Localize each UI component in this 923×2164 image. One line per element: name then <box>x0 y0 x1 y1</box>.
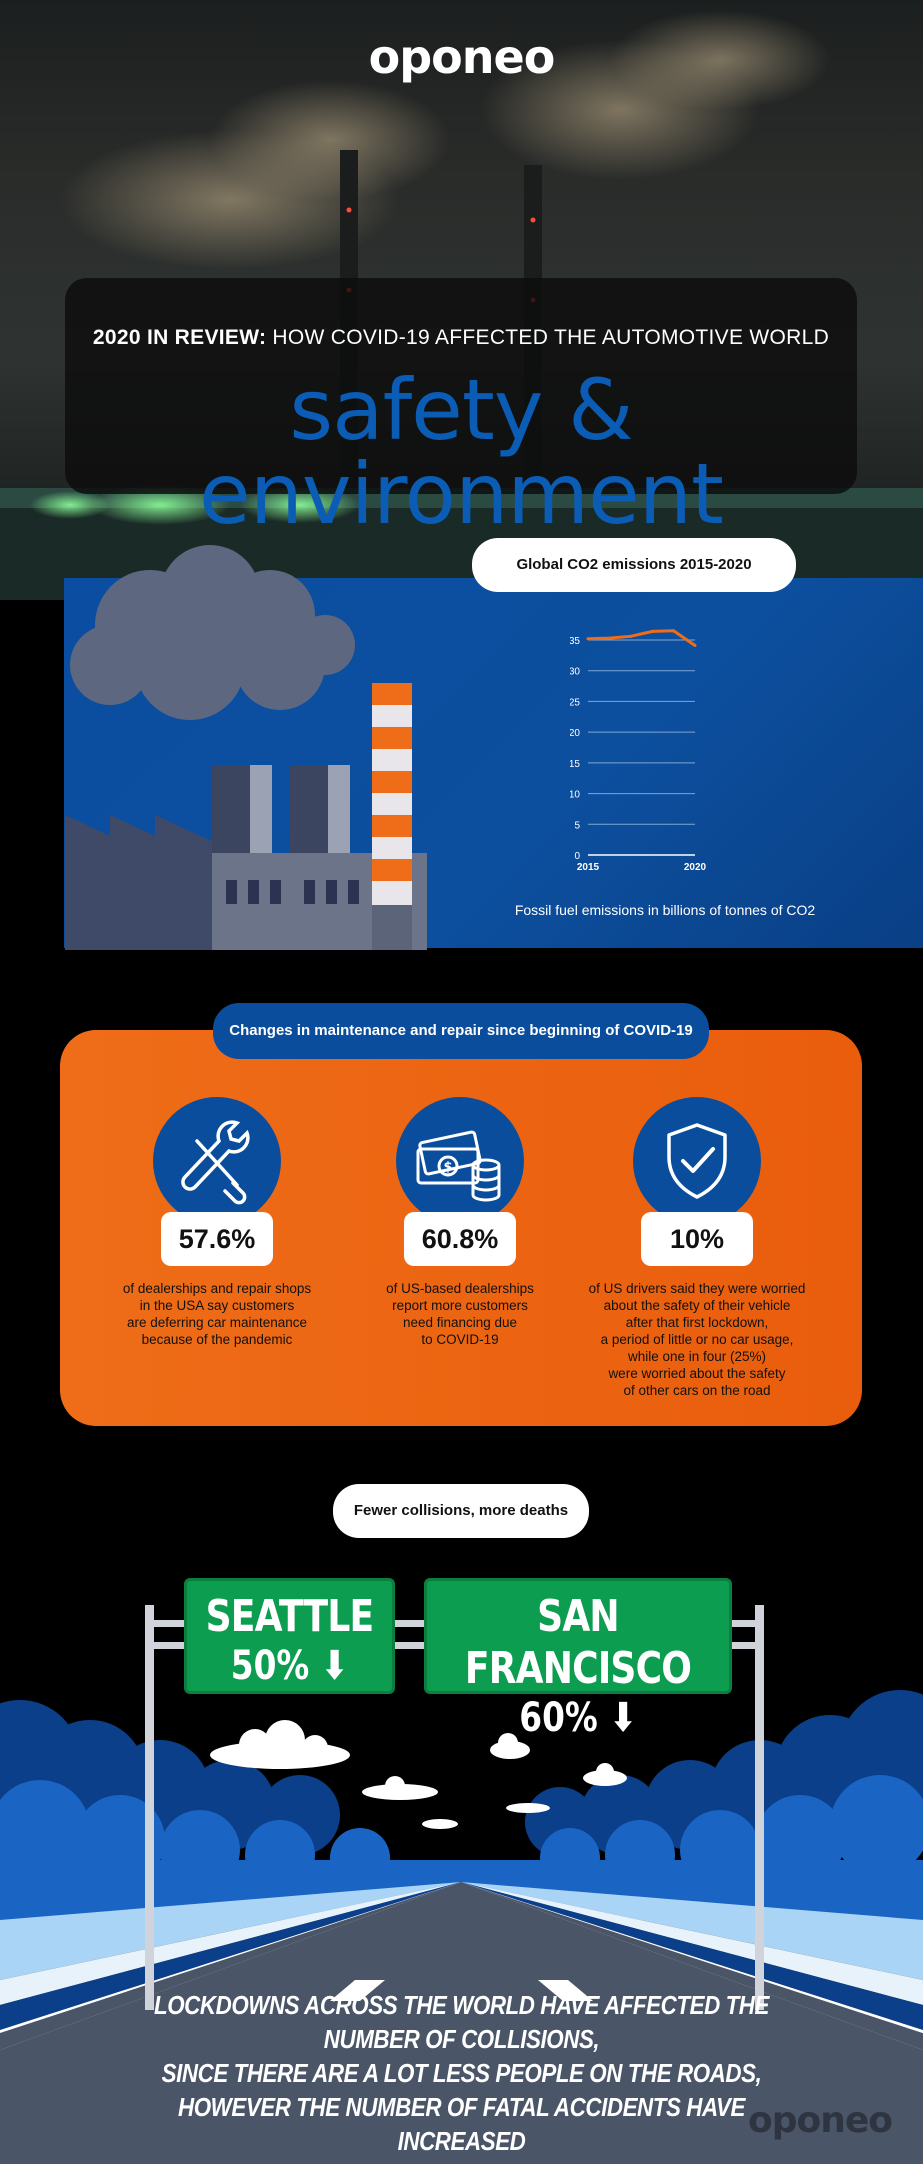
stat-line: while one in four (25%) <box>627 1349 767 1364</box>
sign-value: 50% ⬇ <box>205 1643 373 1689</box>
stat-icon-circle <box>633 1097 761 1225</box>
stat-line: of other cars on the road <box>623 1383 771 1398</box>
shield-check-icon <box>667 1123 727 1199</box>
stat-value: 57.6% <box>161 1212 273 1266</box>
data-point <box>672 629 676 633</box>
stat-description: of dealerships and repair shops in the U… <box>87 1280 347 1348</box>
bottom-statement: LOCKDOWNS ACROSS THE WORLD HAVE AFFECTED… <box>116 1988 807 2158</box>
sign-value-text: 50% <box>230 1643 310 1689</box>
tools-icon <box>181 1120 250 1205</box>
money-icon: $ <box>416 1130 501 1202</box>
sign-value: 60% ⬇ <box>454 1695 702 1741</box>
stat-line: are deferring car maintenance <box>126 1315 308 1330</box>
data-point <box>693 644 697 648</box>
svg-text:$: $ <box>443 1160 452 1175</box>
brand-logo-footer: oponeo <box>748 2100 893 2141</box>
title-box: 2020 IN REVIEW: HOW COVID-19 AFFECTED TH… <box>65 278 857 536</box>
y-tick-label: 35 <box>570 636 580 647</box>
stat-line: need financing due <box>402 1315 518 1330</box>
sign-city: SEATTLE <box>205 1591 375 1642</box>
stat-line: a period of little or no car usage, <box>600 1332 794 1347</box>
statement-line: SINCE THERE ARE A LOT LESS PEOPLE ON THE… <box>161 2058 762 2088</box>
stat-line: were worried about the safety <box>608 1366 786 1381</box>
data-point <box>586 637 590 641</box>
title-bold: 2020 IN REVIEW: <box>92 326 267 349</box>
data-point <box>650 629 654 633</box>
stat-line: about the safety of their vehicle <box>603 1298 791 1313</box>
brand-logo: oponeo <box>368 30 556 84</box>
title-rest: HOW COVID-19 AFFECTED THE AUTOMOTIVE WOR… <box>266 326 830 349</box>
y-tick-label: 25 <box>570 697 580 708</box>
maintenance-heading: Changes in maintenance and repair since … <box>213 1003 709 1059</box>
y-tick-label: 5 <box>574 820 580 831</box>
hero-section: oponeo 2020 IN REVIEW: HOW COVID-19 AFFE… <box>0 0 923 600</box>
sign-san-francisco: SAN FRANCISCO 60% ⬇ <box>424 1578 732 1741</box>
statement-line: LOCKDOWNS ACROSS THE WORLD HAVE AFFECTED… <box>153 1990 770 2054</box>
sign-city: SAN FRANCISCO <box>464 1591 692 1694</box>
factory-illustration <box>65 545 427 950</box>
arrow-down-icon: ⬇ <box>597 1695 637 1741</box>
stat-line: because of the pandemic <box>141 1332 293 1347</box>
road-scene-illustration <box>0 1605 923 2164</box>
stat-line: of US drivers said they were worried <box>588 1281 806 1296</box>
stat-description: of US drivers said they were worried abo… <box>567 1280 827 1399</box>
y-tick-label: 30 <box>570 667 580 678</box>
sign-value-text: 60% <box>519 1695 598 1741</box>
data-point <box>607 636 611 640</box>
y-tick-label: 0 <box>574 851 580 862</box>
sign-seattle: SEATTLE 50% ⬇ <box>184 1578 395 1694</box>
stat-line: of US-based dealerships <box>386 1281 534 1296</box>
x-tick-label: 2020 <box>684 862 707 873</box>
stat-description: of US-based dealerships report more cust… <box>330 1280 590 1348</box>
stat-line: in the USA say customers <box>139 1298 295 1313</box>
page-title: 2020 IN REVIEW: HOW COVID-19 AFFECTED TH… <box>65 326 857 350</box>
stat-line: report more customers <box>392 1298 528 1313</box>
collisions-heading: Fewer collisions, more deaths <box>333 1484 589 1538</box>
co2-line-chart: 0 5 10 15 20 25 30 35 2015 2020 <box>570 629 707 873</box>
stat-line: to COVID-19 <box>421 1332 499 1347</box>
stat-line: of dealerships and repair shops <box>122 1281 312 1296</box>
stat-icon-circle <box>153 1097 281 1225</box>
stat-value: 10% <box>641 1212 753 1266</box>
statement-line: HOWEVER THE NUMBER OF FATAL ACCIDENTS HA… <box>177 2092 746 2156</box>
data-point <box>629 634 633 638</box>
y-tick-label: 15 <box>570 759 580 770</box>
co2-caption: Fossil fuel emissions in billions of ton… <box>514 902 816 918</box>
stat-line: after that first lockdown, <box>625 1315 769 1330</box>
series-line <box>587 629 696 647</box>
arrow-down-icon: ⬇ <box>309 1643 349 1689</box>
stat-value: 60.8% <box>404 1212 516 1266</box>
stat-icon-circle: $ <box>396 1097 524 1225</box>
x-tick-label: 2015 <box>577 862 600 873</box>
y-tick-label: 10 <box>570 790 580 801</box>
page-subtitle: safety & environment <box>199 361 724 543</box>
co2-heading: Global CO2 emissions 2015-2020 <box>472 538 796 592</box>
y-tick-label: 20 <box>570 728 580 739</box>
